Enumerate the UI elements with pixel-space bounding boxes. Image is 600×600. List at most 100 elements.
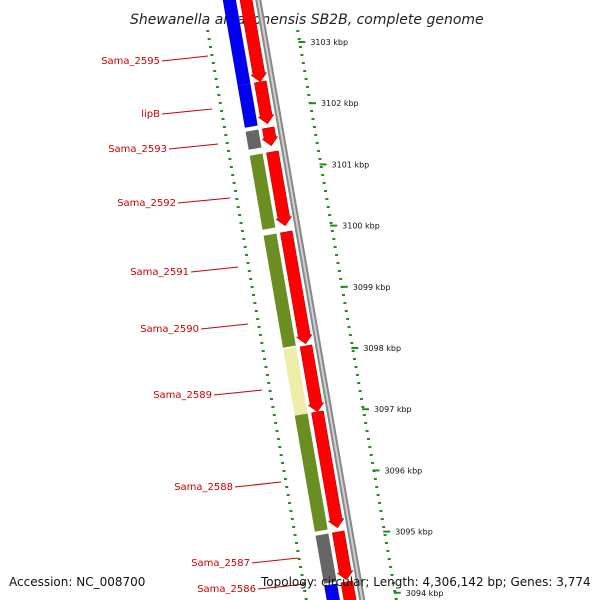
gc-dot-right (329, 222, 333, 224)
gc-dot-left (224, 134, 228, 136)
gc-dot-left (274, 422, 278, 424)
cds-arrow (299, 344, 325, 413)
gc-dot-right (304, 78, 308, 80)
gc-dot-right (315, 142, 319, 144)
gc-dot-left (286, 494, 290, 496)
gc-dot-left (222, 126, 226, 128)
gc-dot-left (288, 502, 292, 504)
gc-dot-right (323, 190, 327, 192)
gc-dot-right (375, 486, 379, 488)
gene-label-sama_2595: Sama_2595 (101, 56, 160, 67)
gc-dot-right (317, 150, 321, 152)
gc-dot-left (289, 510, 293, 512)
gc-dot-right (387, 558, 391, 560)
gc-dot-left (294, 542, 298, 544)
gc-dot-left (206, 30, 210, 32)
gc-dot-left (246, 262, 250, 264)
gc-dot-left (221, 118, 225, 120)
gc-dot-left (281, 462, 285, 464)
gc-dot-left (304, 598, 308, 600)
gc-dot-left (245, 254, 249, 256)
gc-dot-right (379, 510, 383, 512)
gc-dot-left (263, 358, 267, 360)
gc-dot-right (354, 366, 358, 368)
gc-dot-left (285, 486, 289, 488)
gene-leader-line (161, 55, 209, 62)
gc-dot-left (213, 70, 217, 72)
scale-tick (308, 102, 316, 105)
scale-tick (361, 408, 369, 411)
gc-dot-right (336, 262, 340, 264)
cog-track (222, 0, 340, 600)
cog-block-sama_2587 (315, 533, 337, 584)
gc-dot-right (369, 454, 373, 456)
gene-labels-layer: Sama_2595 lipB Sama_2593 Sama_2592 Sama_2591… (101, 55, 307, 595)
accession-text: Accession: NC_008700 (9, 575, 146, 589)
gc-dot-right (344, 310, 348, 312)
gc-dots-layer (206, 30, 398, 600)
gc-dot-left (211, 62, 215, 64)
gc-dot-right (321, 174, 325, 176)
gc-dot-left (258, 334, 262, 336)
scale-tick-label: 3102 kbp (321, 99, 359, 108)
gc-dot-left (236, 206, 240, 208)
gc-dot-right (366, 438, 370, 440)
cog-block-sama_2592 (249, 153, 276, 230)
scale-tick-label: 3101 kbp (332, 160, 370, 169)
gc-dot-left (296, 550, 300, 552)
gc-dot-left (253, 302, 257, 304)
gc-dot-left (254, 310, 258, 312)
gc-dot-left (209, 46, 213, 48)
gc-dot-left (293, 534, 297, 536)
gene-label-sama_2590: Sama_2590 (140, 324, 199, 335)
gc-dot-left (279, 454, 283, 456)
gene-label-sama_2592: Sama_2592 (117, 198, 176, 209)
gc-dot-right (389, 566, 393, 568)
gc-dot-right (390, 574, 394, 576)
gc-dot-right (296, 30, 300, 32)
gc-dot-left (215, 86, 219, 88)
cds-arrow (239, 0, 268, 83)
gc-dot-left (278, 446, 282, 448)
gc-dot-right (378, 502, 382, 504)
gene-leader-line (200, 323, 249, 330)
gene-label-sama_2591: Sama_2591 (130, 267, 189, 278)
gc-dot-right (394, 598, 398, 600)
gc-dot-right (335, 254, 339, 256)
scale-tick-label: 3100 kbp (342, 222, 380, 231)
gc-dot-right (333, 246, 337, 248)
gc-dot-left (242, 238, 246, 240)
gc-dot-left (264, 366, 268, 368)
gc-dot-right (376, 494, 380, 496)
backbone-highlight (257, 0, 364, 600)
gc-dot-left (261, 350, 265, 352)
gc-dot-left (235, 198, 239, 200)
gc-dot-left (231, 174, 235, 176)
gc-dot-right (299, 46, 303, 48)
gc-dot-right (314, 134, 318, 136)
gc-dot-left (251, 294, 255, 296)
gc-dot-right (303, 70, 307, 72)
gene-leader-line (177, 197, 231, 204)
gc-dot-right (318, 158, 322, 160)
gc-dot-left (214, 78, 218, 80)
gc-dot-right (297, 38, 301, 40)
scale-tick-label: 3103 kbp (310, 38, 348, 47)
cds-arrow (254, 80, 275, 125)
cds-arrow (261, 126, 279, 147)
gc-dot-left (299, 566, 303, 568)
gene-leader-line (234, 481, 282, 488)
scale-tick-label: 3095 kbp (395, 528, 433, 537)
gc-dot-right (368, 446, 372, 448)
gc-dot-right (357, 382, 361, 384)
topology-text: Topology: circular; Length: 4,306,142 bp… (261, 575, 591, 589)
scale-tick-label: 3099 kbp (353, 283, 391, 292)
gc-dot-right (384, 542, 388, 544)
gene-leader-line (257, 583, 307, 590)
scale-tick (383, 530, 391, 533)
cog-block-sama_2593 (245, 129, 262, 150)
gc-dot-right (362, 414, 366, 416)
gc-dot-right (383, 534, 387, 536)
gc-dot-right (371, 462, 375, 464)
gc-dot-left (267, 382, 271, 384)
